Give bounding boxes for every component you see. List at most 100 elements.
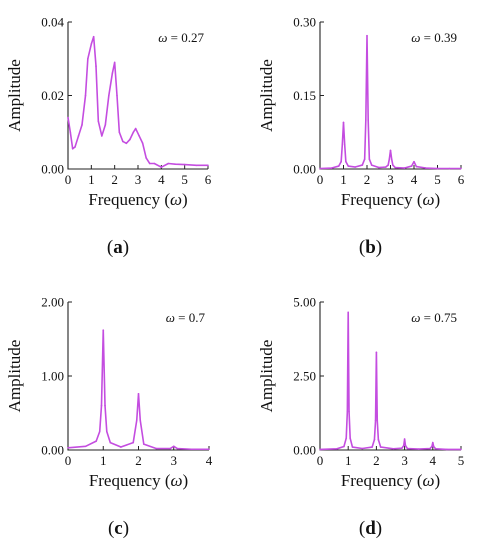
y-tick-label: 0.00 [41,162,64,177]
data-point [148,162,151,165]
x-tick-label: 3 [171,453,178,468]
data-point [340,160,342,163]
y-tick-label: 1.00 [41,369,64,384]
panel-open-paren: ( [107,237,113,258]
data-point [394,166,397,169]
x-axis-label: Frequency (ω) [89,471,188,490]
x-label-suffix: ) [182,190,188,209]
data-point [377,438,380,441]
data-point [415,165,418,168]
panel-letter: d [365,518,376,539]
data-point [120,446,122,448]
data-point [431,445,433,448]
data-point [460,448,462,451]
y-tick-label: 5.00 [293,295,316,310]
data-point [368,158,371,160]
data-point [417,448,420,450]
data-point [432,445,435,448]
data-point [190,448,193,451]
x-tick-label: 1 [88,172,95,187]
data-point [113,61,116,64]
data-point [77,135,80,137]
panel-close-paren: ) [123,518,129,539]
x-tick-label: 3 [135,172,142,187]
data-point [67,116,69,119]
x-tick-label: 3 [387,172,394,187]
x-tick-label: 4 [206,453,213,468]
data-point [174,163,177,166]
data-point [377,166,380,169]
data-point [92,35,95,38]
data-point [95,440,97,442]
data-point [101,135,103,137]
x-label-text: Frequency ( [341,471,423,490]
data-point [400,447,403,450]
data-point [342,121,345,124]
x-tick-label: 5 [434,172,441,187]
x-tick-label: 0 [317,172,324,187]
data-point [109,441,112,444]
series-line [67,329,209,451]
data-point [141,142,144,145]
x-tick-label: 1 [345,453,352,468]
data-point [385,166,387,168]
data-point [145,157,147,159]
panel-close-paren: ) [123,237,129,258]
data-point [410,165,413,167]
data-point [365,119,367,121]
data-point [71,147,74,150]
x-tick-label: 0 [65,453,72,468]
series-line [67,35,208,168]
data-point [155,447,157,450]
omega-value: = 0.27 [167,30,204,45]
data-point [139,419,142,422]
panel-close-paren: ) [376,518,382,539]
data-point [374,419,377,422]
data-point [87,57,89,60]
data-point [432,441,434,444]
data-point [108,94,110,97]
data-point [402,444,405,447]
data-point [376,419,379,422]
panel-label: (a) [107,237,129,258]
data-point [373,438,376,441]
panel-letter: c [114,518,122,539]
data-point [448,167,451,170]
x-tick-label: 5 [458,453,465,468]
x-axis-label: Frequency (ω) [341,471,440,490]
data-point [84,94,87,97]
data-point [134,127,137,130]
y-tick-label: 0.30 [293,15,316,30]
data-point [169,447,172,450]
data-point [341,143,344,146]
data-point [388,158,391,160]
x-label-symbol: ω [422,190,434,209]
x-tick-label: 1 [340,172,347,187]
y-axis-label: Amplitude [257,340,276,413]
x-tick-label: 2 [364,172,371,187]
data-point [74,146,76,148]
data-point [129,138,131,141]
data-point [375,351,378,354]
data-point [371,446,373,448]
x-tick-label: 4 [430,453,437,468]
data-point [460,167,462,170]
data-point [100,404,103,407]
panel-close-paren: ) [376,237,382,258]
y-tick-label: 0.02 [41,88,64,103]
data-point [379,446,382,448]
data-point [361,447,364,450]
panel-letter: a [113,237,123,258]
data-point [172,445,175,448]
y-tick-label: 2.00 [41,295,64,310]
data-point [138,135,140,137]
y-tick-label: 0.04 [41,15,64,30]
x-tick-label: 2 [111,172,118,187]
data-point [111,72,114,75]
data-point [345,437,348,439]
data-point [167,162,170,165]
